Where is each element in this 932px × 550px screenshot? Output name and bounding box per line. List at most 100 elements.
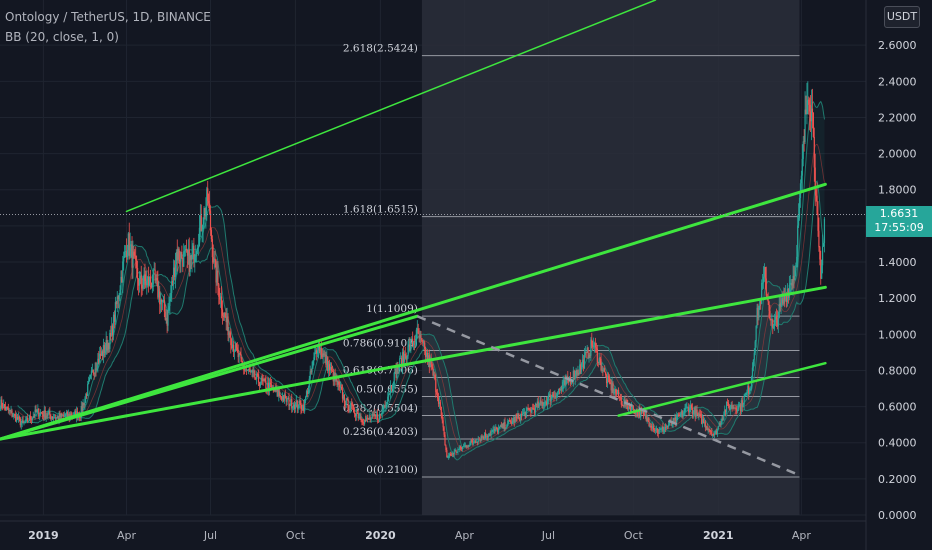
candle-body xyxy=(491,431,493,433)
candle-body xyxy=(658,429,660,434)
candle-body xyxy=(259,383,261,387)
candle-body xyxy=(619,397,622,399)
candle-body xyxy=(227,316,229,336)
candle-body xyxy=(404,353,406,356)
candle-body xyxy=(430,359,432,365)
candle-body xyxy=(361,419,363,423)
candle-body xyxy=(438,402,441,404)
candle-body xyxy=(190,255,192,260)
candle-body xyxy=(800,175,802,184)
candle-body xyxy=(779,303,781,307)
candle-body xyxy=(29,415,32,420)
candle-body xyxy=(648,421,650,427)
candle-body xyxy=(113,314,116,322)
candle-body xyxy=(640,409,642,418)
candle-body xyxy=(533,408,536,413)
fib-level-label: 0(0.2100) xyxy=(366,464,418,476)
candle-body xyxy=(262,380,264,382)
candle-body xyxy=(168,306,170,311)
candle-body xyxy=(191,253,193,260)
candle-body xyxy=(691,408,694,415)
candle-body xyxy=(458,449,460,450)
candle-body xyxy=(302,405,304,410)
candle-body xyxy=(396,365,398,378)
candle-body xyxy=(613,391,615,393)
candle-body xyxy=(436,392,438,394)
candle-body xyxy=(457,449,459,452)
candle-body xyxy=(751,367,754,377)
candle-body xyxy=(324,354,326,356)
candle-body xyxy=(715,430,718,435)
candle-body xyxy=(370,417,372,421)
candle-body xyxy=(42,414,44,417)
candle-body xyxy=(199,215,201,228)
candle-body xyxy=(807,99,809,101)
candle-body xyxy=(183,251,185,267)
candle-body xyxy=(719,423,721,426)
candle-body xyxy=(449,454,451,456)
candle-body xyxy=(161,300,164,302)
candle-body xyxy=(736,409,738,412)
candle-body xyxy=(352,404,354,406)
candle-body xyxy=(561,386,563,390)
candle-body xyxy=(603,368,605,371)
candle-body xyxy=(444,434,446,446)
candle-body xyxy=(542,402,544,407)
candle-body xyxy=(80,406,82,418)
candle-body xyxy=(141,285,143,289)
time-axis[interactable]: 2019 Apr Jul Oct 2020 Apr Jul Oct 2021 Apr xyxy=(0,520,866,542)
candle-body xyxy=(441,415,443,421)
candle-body xyxy=(188,249,190,272)
candle-body xyxy=(550,398,552,402)
symbol-title[interactable]: Ontology / TetherUS, 1D, BINANCE xyxy=(5,10,211,24)
candle-body xyxy=(0,408,1,409)
candle-body xyxy=(82,403,84,411)
price-axis[interactable]: 0.0000 0.2000 0.4000 0.6000 0.8000 1.0000 1.20… xyxy=(865,0,917,550)
candle-body xyxy=(459,446,461,450)
candle-body xyxy=(389,385,392,394)
candle-body xyxy=(507,420,509,426)
candle-body xyxy=(589,355,591,357)
candle-body xyxy=(65,411,68,415)
candle-body xyxy=(618,397,621,398)
candle-body xyxy=(536,401,538,406)
candle-body xyxy=(511,420,513,424)
candle-body xyxy=(220,296,223,310)
candle-body xyxy=(364,419,366,424)
candle-body xyxy=(296,400,298,409)
candle-body xyxy=(33,416,35,417)
candle-body xyxy=(36,409,38,413)
indicator-legend[interactable]: BB (20, close, 1, 0) xyxy=(5,30,119,44)
candle-body xyxy=(41,413,44,415)
candle-body xyxy=(216,270,218,283)
candle-body xyxy=(684,408,686,413)
candle-body xyxy=(303,405,305,412)
candle-body xyxy=(86,394,88,396)
candle-body xyxy=(315,350,317,353)
candle-body xyxy=(195,254,197,257)
candle-body xyxy=(47,413,49,417)
candle-body xyxy=(780,302,782,307)
candle-body xyxy=(360,416,362,420)
candle-body xyxy=(469,442,471,445)
candle-body xyxy=(383,405,385,409)
candle-body xyxy=(478,438,480,440)
candle-body xyxy=(13,414,15,417)
candle-body xyxy=(653,429,656,431)
x-tick-label: Apr xyxy=(455,529,475,542)
candle-body xyxy=(131,244,133,268)
candle-body xyxy=(179,259,181,262)
candle-body xyxy=(380,413,382,415)
candle-body xyxy=(301,409,303,410)
candle-body xyxy=(64,416,66,417)
candle-body xyxy=(557,392,559,394)
candle-body xyxy=(100,351,103,356)
currency-unit-button[interactable]: USDT xyxy=(884,6,920,28)
candle-body xyxy=(673,418,675,420)
candle-body xyxy=(353,412,356,414)
candle-body xyxy=(701,418,704,424)
candle-body xyxy=(231,345,233,349)
candle-body xyxy=(468,444,470,447)
candle-body xyxy=(652,425,654,429)
